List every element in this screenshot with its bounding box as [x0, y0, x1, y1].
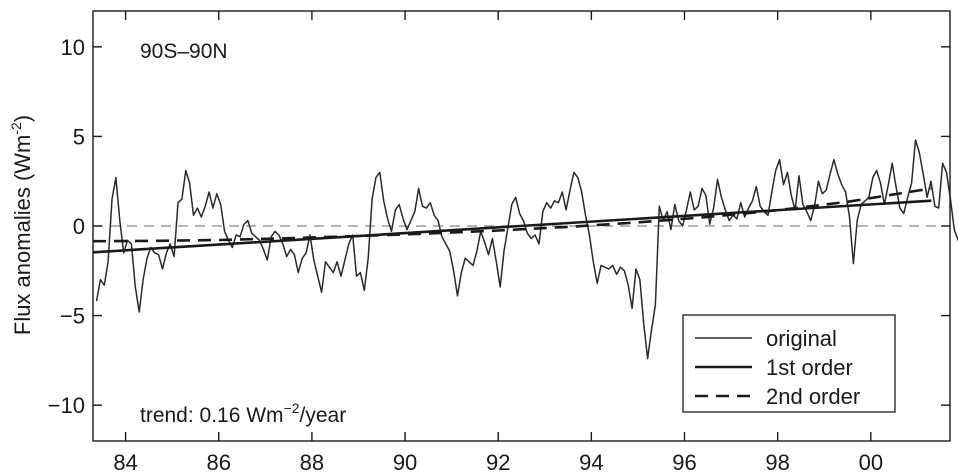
y-axis-title: Flux anomalies (Wm-2) — [8, 115, 35, 335]
series-original-line — [95, 139, 958, 360]
x-tick-label: 90 — [393, 450, 417, 475]
trend-annotation-sup: −2 — [284, 400, 300, 416]
series-2nd-order-line — [92, 187, 932, 243]
y-tick-labels: 10 5 0 −5 −10 — [48, 35, 85, 418]
chart-title: 90S–90N — [140, 40, 228, 63]
trend-annotation: trend: 0.16 Wm−2/year — [140, 400, 346, 427]
legend-label-1st-order: 1st order — [766, 355, 853, 380]
y-axis-title-sup: -2 — [8, 122, 24, 135]
y-tick-label: 0 — [73, 214, 85, 239]
x-tick-label: 94 — [579, 450, 603, 475]
plot-frame — [92, 10, 951, 442]
x-tick-labels: 84 86 88 90 92 94 96 98 00 — [113, 450, 883, 475]
y-tick-label: 5 — [73, 124, 85, 149]
y-tick-label: −10 — [48, 393, 85, 418]
trend-annotation-prefix: trend: 0.16 Wm — [140, 404, 284, 427]
legend-label-2nd-order: 2nd order — [766, 384, 860, 409]
y-axis-title-main: Flux anomalies (Wm — [10, 135, 35, 335]
plot-area — [92, 10, 958, 442]
x-tick-label: 86 — [207, 450, 231, 475]
y-axis-title-end: ) — [10, 115, 35, 122]
axis-ticks — [93, 11, 950, 441]
x-tick-label: 88 — [300, 450, 324, 475]
x-tick-label: 98 — [765, 450, 789, 475]
legend-label-original: original — [766, 326, 837, 351]
x-tick-label: 92 — [486, 450, 510, 475]
x-tick-label: 84 — [113, 450, 137, 475]
x-tick-label: 00 — [859, 450, 883, 475]
y-tick-label: 10 — [61, 35, 85, 60]
trend-annotation-suffix: /year — [300, 404, 347, 427]
legend: original 1st order 2nd order — [682, 314, 896, 413]
y-tick-label: −5 — [60, 304, 85, 329]
x-tick-label: 96 — [672, 450, 696, 475]
